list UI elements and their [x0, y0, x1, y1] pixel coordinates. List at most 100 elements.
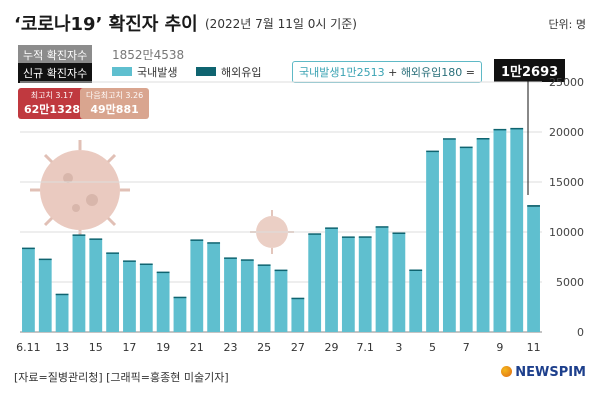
y-tick-label: 25000: [549, 76, 584, 89]
max-badge: 최고치 3.17 62만1328: [18, 88, 87, 119]
chart-subtitle: (2022년 7월 11일 0시 기준): [205, 17, 357, 31]
max-badge-label: 최고치 3.17: [30, 91, 74, 100]
y-tick-label: 5000: [556, 276, 584, 289]
unit-label: 단위: 명: [548, 18, 586, 31]
bar-imported: [139, 263, 153, 265]
bar-domestic: [442, 139, 456, 332]
bar-domestic: [156, 272, 170, 332]
bar-domestic: [190, 240, 204, 332]
legend-domestic-label: 국내발생: [137, 66, 178, 79]
bar-imported: [173, 296, 187, 299]
bar-imported: [510, 127, 524, 130]
bar-imported: [224, 257, 237, 259]
bar-domestic: [325, 228, 338, 332]
bar-imported: [308, 233, 322, 235]
bar-domestic: [38, 259, 52, 332]
source-credit: [자료=질병관리청] [그래픽=홍종현 미술기자]: [14, 371, 229, 384]
bar-domestic: [375, 227, 389, 332]
second-badge-label: 다음최고치 3.26: [86, 91, 144, 100]
max-badge-value: 62만1328: [24, 103, 81, 116]
second-badge-value: 49만881: [90, 103, 139, 116]
legend-imported-label: 해외유입: [221, 66, 262, 79]
breakdown-annotation: 국내발생1만2513 + 해외유입180 =: [292, 61, 483, 83]
bar-imported: [38, 258, 52, 261]
annotation-plus: +: [384, 66, 401, 79]
bar-domestic: [291, 298, 305, 332]
new-cases-label: 신규 확진자수: [18, 63, 93, 83]
bar-imported: [527, 205, 540, 207]
bar-imported: [55, 293, 69, 296]
x-tick-label: 29: [325, 341, 339, 354]
x-tick-label: 17: [122, 341, 136, 354]
bar-domestic: [207, 243, 221, 332]
bar-domestic: [139, 264, 153, 332]
x-tick-label: 13: [55, 341, 69, 354]
bar-imported: [240, 259, 254, 261]
bar-domestic: [55, 294, 69, 332]
bar-imported: [392, 232, 406, 234]
y-tick-label: 20000: [549, 126, 584, 139]
bar-domestic: [240, 260, 254, 332]
x-tick-label: 6.11: [16, 341, 41, 354]
y-tick-label: 10000: [549, 226, 584, 239]
bar-domestic: [89, 239, 103, 332]
annotation-equals: =: [462, 66, 476, 79]
bar-domestic: [106, 253, 120, 332]
annotation-imported: 해외유입180: [400, 66, 463, 79]
bar-domestic: [224, 258, 237, 332]
bar-domestic: [392, 233, 406, 332]
legend-imported-swatch: [196, 67, 216, 76]
bar-domestic: [510, 129, 524, 332]
bar-imported: [442, 138, 456, 140]
x-tick-label: 19: [156, 341, 170, 354]
bar-imported: [409, 269, 423, 271]
bar-imported: [89, 238, 103, 240]
bar-imported: [358, 236, 372, 238]
y-tick-label: 15000: [549, 176, 584, 189]
bar-imported: [190, 239, 204, 241]
x-tick-label: 15: [89, 341, 103, 354]
cumulative-value: 1852만4538: [112, 48, 185, 62]
bar-imported: [291, 297, 305, 300]
bar-domestic: [123, 261, 136, 332]
x-tick-label: 11: [527, 341, 541, 354]
bar-imported: [325, 227, 338, 229]
x-tick-label: 3: [395, 341, 402, 354]
bar-domestic: [409, 270, 423, 332]
bar-imported: [156, 271, 170, 274]
annotation-total: 1만2693: [494, 59, 566, 82]
bar-domestic: [308, 234, 322, 332]
bar-domestic: [173, 297, 187, 332]
bar-imported: [493, 128, 507, 131]
bar-imported: [426, 150, 439, 153]
bar-imported: [257, 264, 271, 266]
labels-layer: 0 5000 10000 15000 20000 25000 6.11 13 15 17 19 21 2…: [16, 76, 584, 354]
bar-imported: [476, 138, 490, 140]
x-tick-label: 27: [291, 341, 305, 354]
bar-domestic: [527, 206, 540, 332]
x-tick-label: 7.1: [356, 341, 374, 354]
bar-imported: [274, 269, 288, 272]
bar-imported: [106, 252, 120, 254]
bar-imported: [207, 242, 221, 244]
bar-imported: [459, 146, 473, 149]
x-tick-label: 25: [257, 341, 271, 354]
annotation-domestic: 국내발생1만2513: [299, 66, 385, 79]
virus-icon-large: [30, 140, 130, 240]
bar-domestic: [426, 152, 439, 332]
bar-imported: [123, 260, 136, 262]
cumulative-label: 누적 확진자수: [18, 45, 93, 65]
bar-domestic: [72, 235, 86, 332]
newspim-logo: NEWSPIM: [501, 365, 586, 380]
bar-imported: [22, 247, 35, 250]
x-tick-label: 21: [190, 341, 204, 354]
x-tick-label: 23: [223, 341, 237, 354]
bar-domestic: [274, 270, 288, 332]
bar-imported: [341, 236, 355, 238]
legend-domestic-swatch: [112, 67, 132, 76]
chart-title: ‘코로나19’ 확진자 추이: [14, 14, 198, 35]
bar-imported: [375, 226, 389, 228]
bar-domestic: [459, 148, 473, 332]
bar-domestic: [493, 130, 507, 332]
bar-domestic: [257, 265, 271, 332]
